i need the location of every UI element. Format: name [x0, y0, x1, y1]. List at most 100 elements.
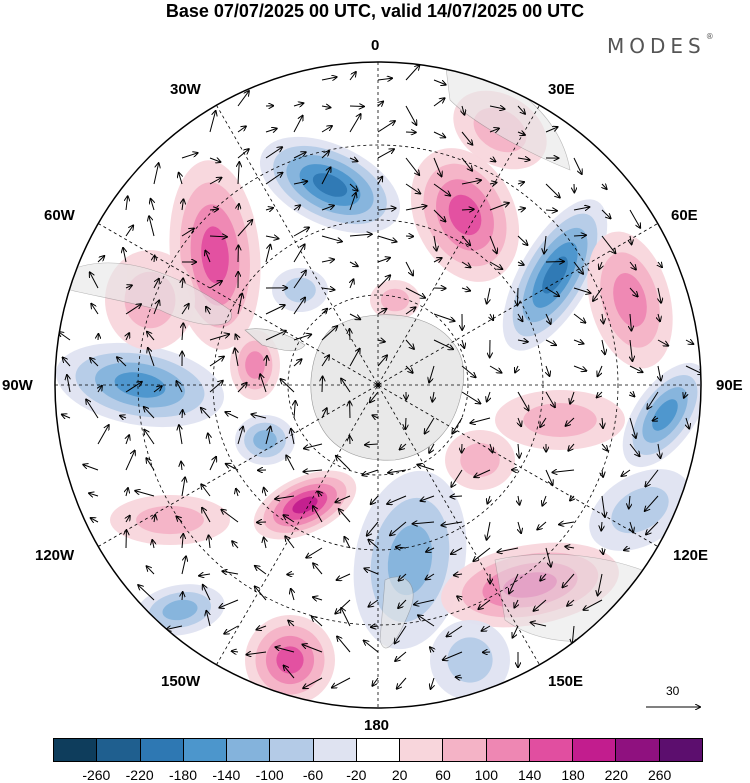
wind-arrow [544, 235, 546, 253]
wind-arrow [405, 65, 419, 81]
antarctic-peninsula [244, 328, 306, 352]
wind-arrow [573, 207, 589, 210]
wind-arrow [685, 365, 701, 374]
wind-arrow [293, 227, 309, 237]
wind-arrow [260, 374, 267, 393]
wind-arrow [624, 548, 631, 550]
wind-arrow [597, 391, 602, 397]
wind-arrow [125, 225, 133, 237]
wind-arrow [364, 568, 379, 575]
wind-arrow [487, 521, 491, 540]
wind-arrow [367, 521, 379, 536]
wind-arrow [599, 261, 602, 269]
wind-arrow [125, 285, 132, 288]
wind-arrow [602, 184, 607, 189]
wind-arrow [293, 298, 305, 315]
wind-arrow [487, 391, 490, 401]
wind-arrow [368, 599, 379, 607]
wind-arrow [209, 111, 216, 133]
wind-arrow [181, 229, 194, 237]
wind-arrow [153, 163, 159, 185]
wind-arrow [489, 183, 496, 184]
lon-label-60e: 60E [671, 207, 698, 224]
wind-arrow [568, 443, 575, 451]
wind-arrow [232, 541, 239, 549]
wind-arrow [425, 573, 435, 579]
wind-arrow [201, 408, 211, 419]
wind-arrow [293, 116, 303, 133]
wind-arrow [377, 208, 396, 210]
wind-arrow [461, 209, 474, 210]
wind-arrow [405, 287, 425, 298]
wind-arrow [83, 465, 99, 471]
wind-arrow [461, 131, 472, 145]
wind-arrow [209, 236, 227, 237]
wind-arrow [542, 495, 546, 506]
wind-arrow [293, 181, 307, 184]
wind-arrow [276, 647, 295, 653]
wind-arrow [621, 469, 631, 476]
wind-arrow [405, 339, 414, 349]
wind-arrow [534, 599, 547, 611]
wind-arrow [517, 262, 524, 265]
wind-vectors [59, 65, 701, 689]
wind-arrow [462, 339, 464, 348]
australia [494, 553, 681, 642]
wind-arrow [291, 589, 294, 601]
wind-arrow [602, 547, 603, 554]
wind-arrow [487, 287, 490, 304]
wind-arrow [684, 391, 686, 398]
wind-arrow [377, 258, 390, 263]
wind-arrow [457, 596, 462, 600]
wind-arrow [573, 261, 583, 274]
wind-arrow [181, 153, 198, 159]
wind-arrow [454, 574, 463, 575]
wind-arrow [378, 177, 382, 185]
wind-arrow [90, 272, 99, 289]
wind-arrow [489, 365, 501, 373]
wind-arrow [349, 349, 360, 367]
wind-arrow [126, 488, 128, 497]
colorbar [53, 738, 703, 762]
wind-arrow [206, 611, 211, 627]
wind-arrow [203, 585, 211, 601]
wind-arrow [490, 158, 495, 161]
wind-arrow [182, 410, 183, 419]
wind-arrow [117, 357, 127, 367]
wind-arrow [398, 599, 407, 608]
wind-arrow [443, 651, 463, 660]
wind-arrow [135, 491, 155, 497]
wind-arrow [489, 128, 499, 132]
wind-arrow [545, 210, 557, 211]
wind-arrow [322, 377, 323, 393]
wind-arrow [377, 275, 390, 289]
anomaly-contour [312, 173, 348, 197]
wind-arrow [573, 365, 586, 371]
wind-arrow [461, 180, 481, 185]
wind-arrow [146, 458, 155, 471]
wind-arrow [336, 456, 351, 471]
anomaly-contour [245, 351, 265, 379]
wind-arrow [490, 443, 492, 452]
wind-arrow [337, 636, 351, 653]
wind-arrow [304, 443, 323, 449]
wind-arrow [545, 547, 551, 567]
wind-arrow [413, 522, 435, 524]
lon-label-120e: 120E [673, 547, 709, 564]
wind-arrow [370, 391, 379, 402]
antarctica [310, 314, 464, 461]
wind-arrow [201, 484, 211, 497]
wind-arrow [349, 234, 372, 236]
colorbar-bin [573, 739, 617, 761]
wind-arrow [572, 625, 574, 644]
wind-arrow [461, 288, 470, 291]
wind-arrow [405, 365, 413, 373]
wind-arrow [400, 443, 407, 449]
wind-arrow [390, 521, 407, 535]
wind-arrow [559, 522, 575, 524]
wind-arrow [176, 516, 183, 523]
wind-arrow [474, 469, 491, 477]
wind-arrow [294, 401, 295, 419]
wind-arrow [372, 415, 379, 418]
